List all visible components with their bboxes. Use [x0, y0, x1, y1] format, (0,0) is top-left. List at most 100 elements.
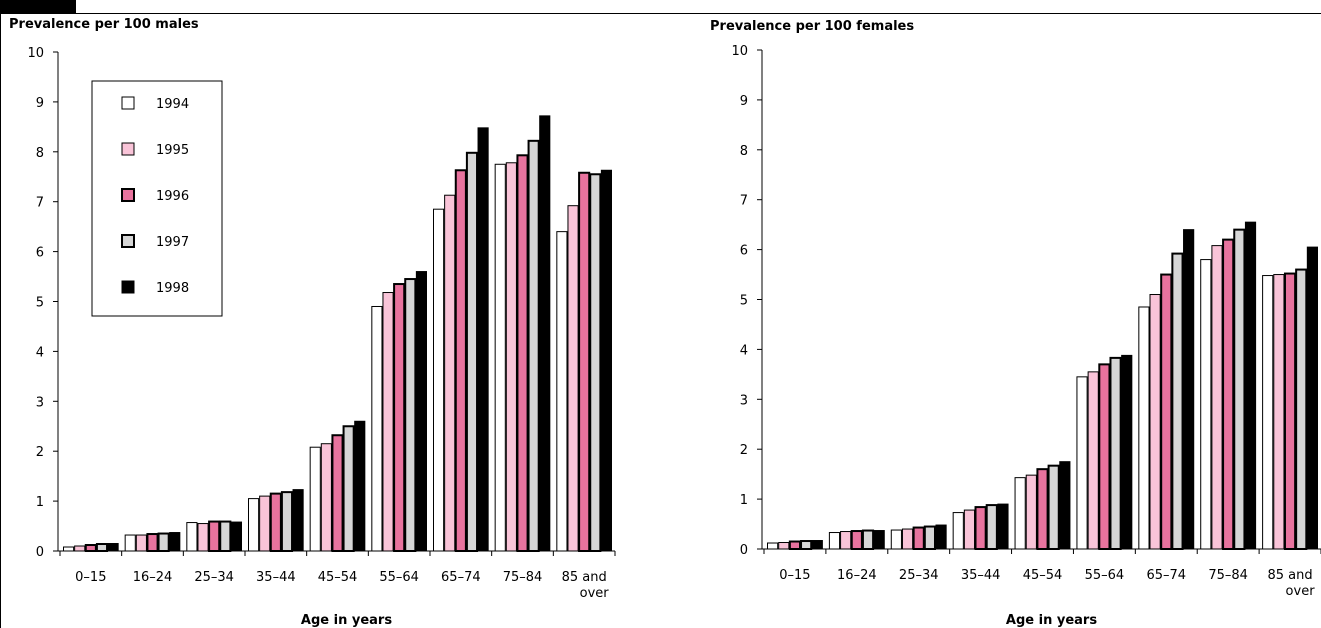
- bar-0–15-1994: [63, 546, 75, 552]
- bar-85-and-over-1995: [1273, 274, 1285, 550]
- bar-75–84-1994: [1200, 259, 1212, 550]
- bar-35–44-1996: [269, 492, 282, 552]
- bar-0–15-1995: [778, 542, 790, 550]
- legend-swatch-1997: [121, 234, 135, 248]
- y-tick-label: 7: [740, 194, 748, 209]
- legend-label: 1996: [156, 189, 189, 204]
- legend-swatch-1998: [121, 280, 135, 294]
- y-tick-label: 1: [36, 495, 44, 510]
- bar-45–54-1995: [320, 443, 332, 552]
- bar-55–64-1995: [382, 292, 394, 552]
- bar-25–34-1997: [219, 520, 232, 553]
- legend-box: [91, 80, 223, 317]
- legend-swatch-1994: [121, 96, 135, 110]
- legend-label: 1995: [156, 143, 189, 158]
- y-tick-label: 0: [36, 545, 44, 560]
- bar-16–24-1998: [873, 530, 885, 550]
- chart-title: Prevalence per 100 males: [9, 17, 199, 32]
- bar-65–74-1998: [1183, 229, 1195, 550]
- bar-45–54-1996: [331, 434, 344, 552]
- y-tick-label: 4: [740, 343, 748, 358]
- legend-swatch-1996: [121, 188, 135, 202]
- bar-35–44-1994: [248, 498, 260, 552]
- bar-75–84-1996: [1222, 238, 1235, 550]
- bar-45–54-1994: [1014, 477, 1026, 550]
- y-tick-label: 8: [36, 146, 44, 161]
- y-tick-label: 6: [740, 244, 748, 259]
- bar-75–84-1997: [527, 139, 540, 553]
- bar-75–84-1994: [494, 163, 506, 552]
- bar-85-and-over-1994: [1262, 275, 1274, 550]
- bar-55–64-1996: [393, 283, 406, 552]
- bar-16–24-1994: [124, 534, 136, 552]
- bar-0–15-1994: [767, 542, 779, 550]
- bar-0–15-1997: [800, 540, 813, 550]
- bar-65–74-1994: [1138, 306, 1150, 550]
- x-tick-label: 16–24: [837, 568, 877, 583]
- y-tick-label: 10: [731, 44, 748, 59]
- bar-65–74-1995: [1149, 294, 1161, 550]
- bar-45–54-1997: [342, 425, 355, 552]
- y-tick-label: 9: [740, 94, 748, 109]
- x-tick-label: 45–54: [318, 570, 358, 585]
- legend-label: 1994: [156, 97, 189, 112]
- bar-55–64-1998: [1121, 354, 1133, 550]
- bar-0–15-1996: [84, 544, 97, 553]
- bar-55–64-1994: [1076, 376, 1088, 550]
- bar-45–54-1995: [1025, 474, 1037, 550]
- bar-85-and-over-1996: [578, 171, 591, 552]
- bar-35–44-1997: [985, 504, 998, 551]
- bar-75–84-1996: [516, 154, 529, 552]
- x-tick-label: 65–74: [441, 570, 481, 585]
- y-tick-label: 1: [740, 493, 748, 508]
- bar-16–24-1996: [850, 530, 863, 551]
- bar-35–44-1998: [997, 503, 1009, 550]
- y-tick-label: 4: [36, 345, 44, 360]
- bar-45–54-1998: [354, 420, 366, 552]
- y-tick-label: 3: [740, 393, 748, 408]
- x-axis-title: Age in years: [1006, 613, 1097, 628]
- bar-25–34-1995: [197, 523, 209, 552]
- x-tick-label: 75–84: [1208, 568, 1248, 583]
- y-tick-label: 6: [36, 246, 44, 261]
- bar-65–74-1995: [444, 194, 456, 552]
- bar-16–24-1996: [146, 533, 159, 552]
- bar-25–34-1997: [923, 525, 936, 550]
- bar-25–34-1994: [890, 529, 902, 550]
- bar-25–34-1995: [901, 528, 914, 550]
- y-tick-label: 7: [36, 196, 44, 211]
- x-tick-label: 0–15: [779, 568, 810, 583]
- bar-25–34-1998: [935, 524, 947, 550]
- bar-45–54-1997: [1047, 464, 1060, 550]
- chart-title: Prevalence per 100 females: [710, 19, 914, 34]
- x-tick-label: over: [1286, 584, 1316, 599]
- bar-35–44-1995: [259, 495, 271, 552]
- bar-85-and-over-1997: [589, 173, 602, 552]
- bar-0–15-1998: [107, 543, 119, 552]
- bar-65–74-1996: [1160, 273, 1173, 550]
- bar-85-and-over-1996: [1283, 272, 1297, 550]
- y-tick-label: 8: [740, 144, 748, 159]
- bar-75–84-1995: [1211, 245, 1223, 550]
- bar-0–15-1998: [811, 540, 823, 550]
- x-tick-label: 65–74: [1146, 568, 1186, 583]
- bar-16–24-1995: [135, 534, 147, 552]
- bar-0–15-1996: [788, 540, 802, 551]
- bar-65–74-1998: [477, 127, 489, 552]
- bar-35–44-1998: [292, 489, 304, 552]
- x-tick-label: 75–84: [503, 570, 543, 585]
- x-tick-label: 35–44: [256, 570, 296, 585]
- bar-85-and-over-1997: [1295, 268, 1308, 550]
- y-tick-label: 2: [36, 445, 44, 460]
- x-tick-label: 45–54: [1023, 568, 1063, 583]
- bar-65–74-1997: [1171, 252, 1184, 550]
- bar-45–54-1994: [309, 446, 321, 552]
- x-tick-label: 25–34: [194, 570, 234, 585]
- bar-25–34-1994: [186, 522, 198, 552]
- x-tick-label: over: [580, 586, 610, 601]
- bar-65–74-1996: [454, 169, 467, 552]
- bar-45–54-1998: [1059, 461, 1071, 550]
- bar-55–64-1997: [1109, 356, 1122, 550]
- bar-35–44-1995: [963, 509, 976, 550]
